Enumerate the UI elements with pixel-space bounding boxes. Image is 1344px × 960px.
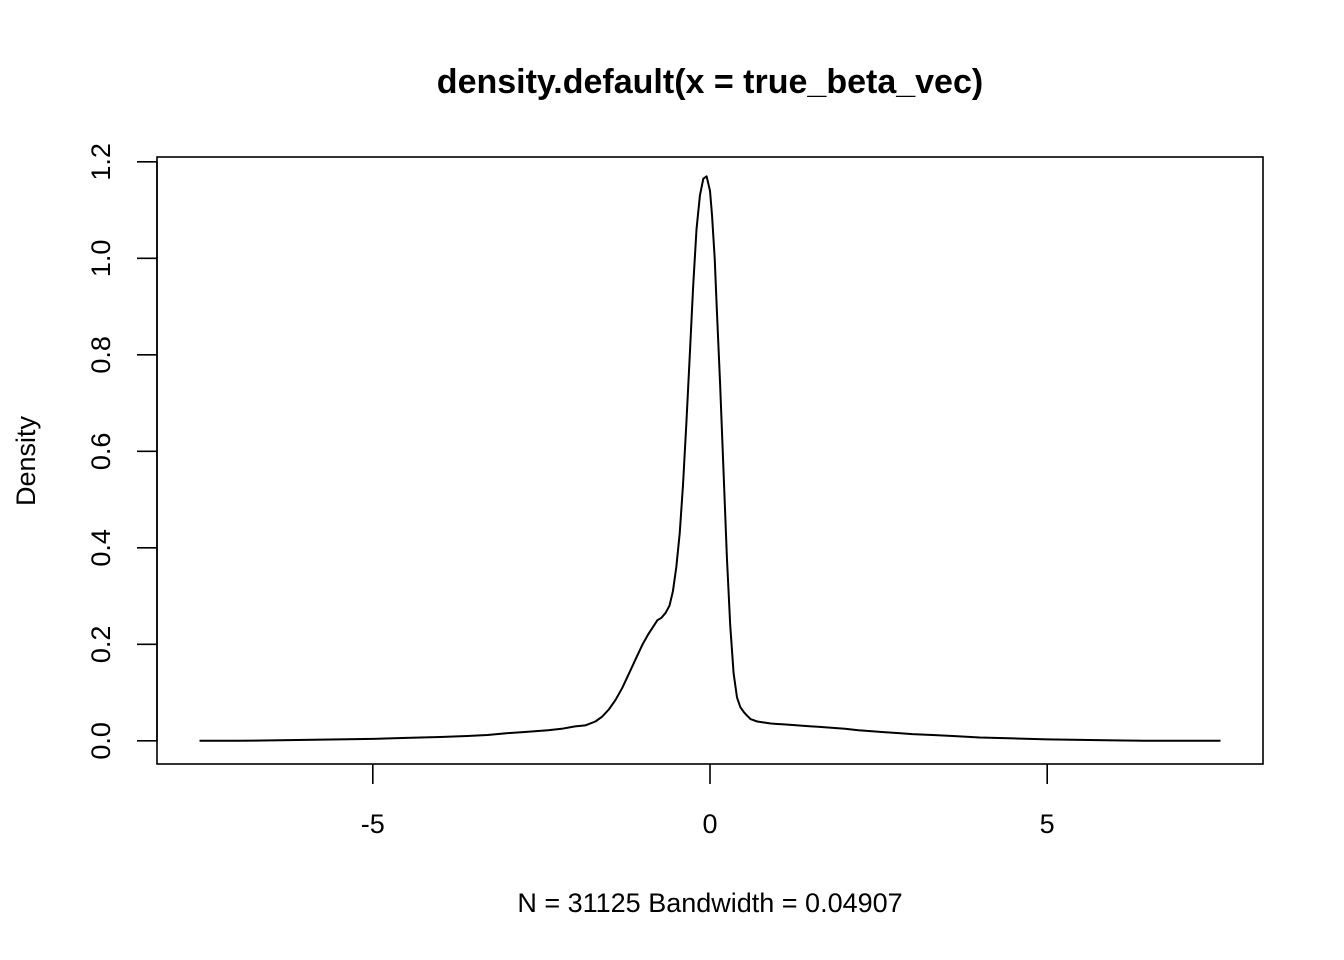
chart-title: density.default(x = true_beta_vec) <box>437 63 983 101</box>
density-curve <box>199 175 1221 742</box>
x-axis-label: N = 31125 Bandwidth = 0.04907 <box>517 888 902 918</box>
y-tick-label: 1.0 <box>86 240 116 278</box>
y-tick-label: 0.2 <box>86 626 116 664</box>
y-tick-label: 0.8 <box>86 336 116 374</box>
x-tick-label: 0 <box>702 809 717 839</box>
y-axis: 0.0 0.2 0.4 0.6 0.8 1.0 1.2 <box>86 143 158 760</box>
plot-frame <box>156 156 1264 765</box>
y-axis-label: Density <box>11 415 41 506</box>
y-tick-label: 0.4 <box>86 529 116 567</box>
x-tick-label: -5 <box>361 809 385 839</box>
y-tick-label: 1.2 <box>86 143 116 181</box>
x-axis: -5 0 5 <box>361 764 1055 839</box>
y-tick-label: 0.6 <box>86 433 116 471</box>
x-tick-label: 5 <box>1040 809 1055 839</box>
y-tick-label: 0.0 <box>86 722 116 760</box>
